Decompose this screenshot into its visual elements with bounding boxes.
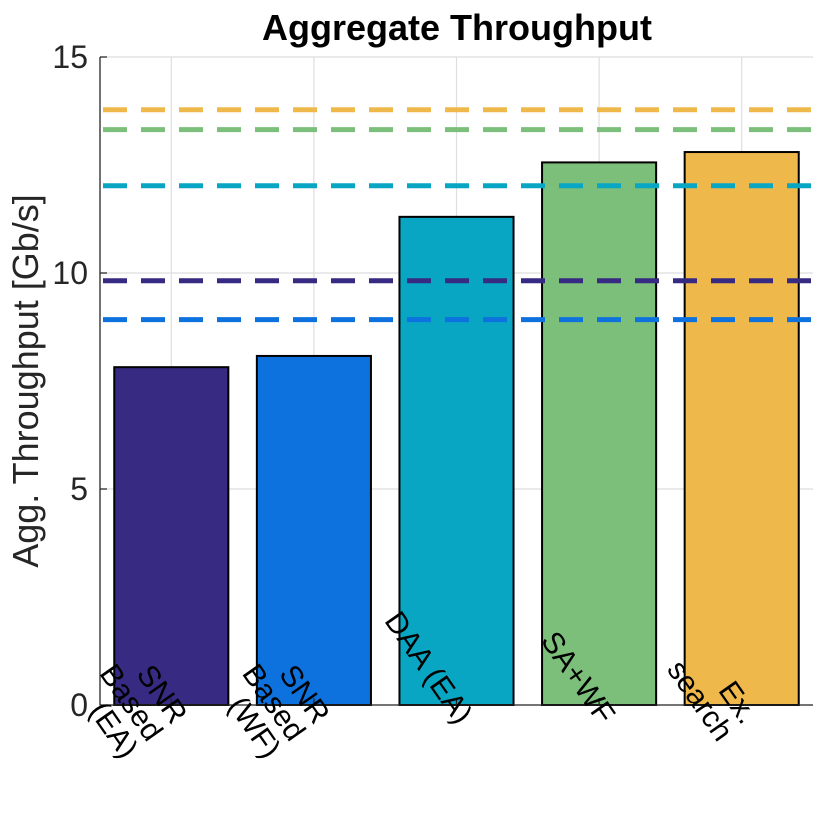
bar — [255, 354, 372, 706]
axis-frame — [99, 56, 813, 706]
y-ticks: 0 5 10 15 — [52, 39, 88, 723]
reference-lines — [103, 107, 813, 323]
y-tick-label: 15 — [52, 39, 88, 75]
y-tick-label: 10 — [52, 255, 88, 291]
y-axis-label: Agg. Throughput [Gb/s] — [5, 194, 46, 568]
bar — [398, 215, 515, 706]
bar — [683, 151, 800, 707]
bar — [113, 366, 230, 706]
y-tick-label: 0 — [70, 687, 88, 723]
bar — [541, 161, 658, 706]
bars — [113, 151, 800, 707]
chart-title: Aggregate Throughput — [262, 7, 652, 48]
y-tick-label: 5 — [70, 471, 88, 507]
